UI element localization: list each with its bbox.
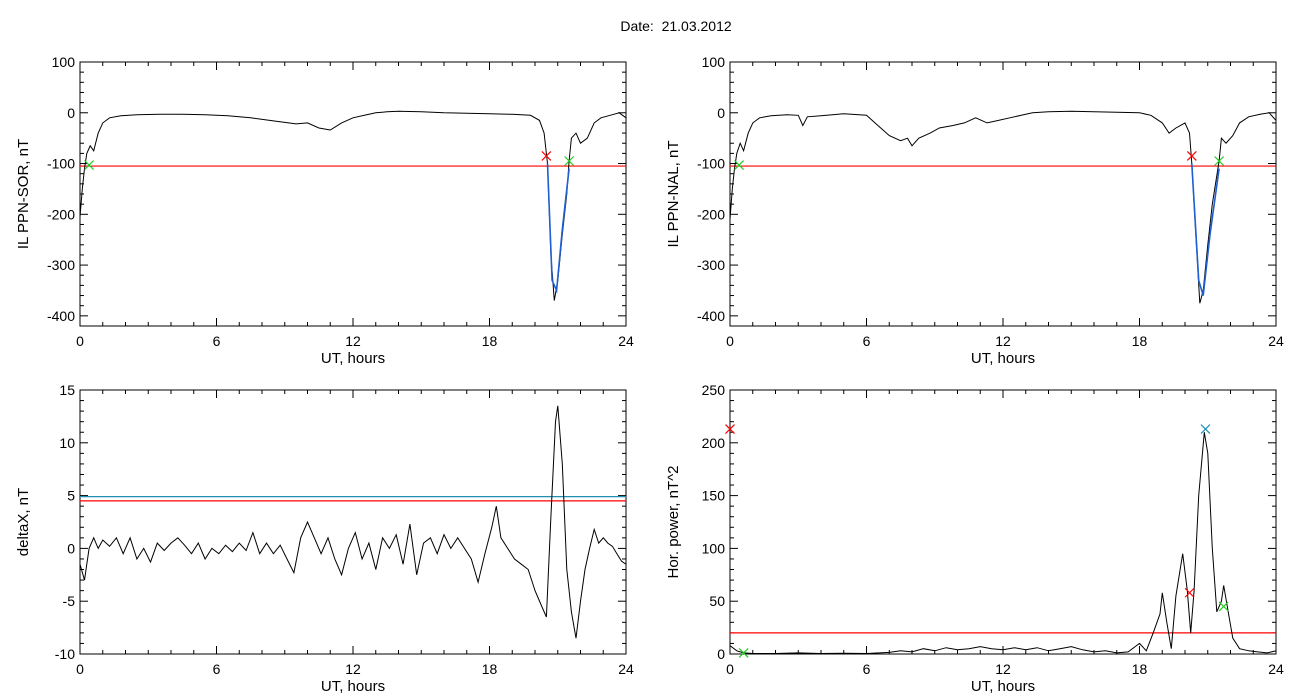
y-tick-label: -5 — [63, 593, 76, 609]
y-axis-label: IL PPN-NAL, nT — [665, 141, 682, 248]
marker-stroke — [725, 424, 735, 434]
y-axis-label: Hor. power, nT^2 — [665, 466, 682, 579]
marker-stroke — [1200, 424, 1211, 434]
marker — [564, 156, 575, 166]
y-tick-label: 100 — [52, 54, 76, 70]
x-tick-label: 24 — [618, 333, 634, 349]
y-tick-label: 200 — [702, 435, 726, 451]
x-tick-label: 6 — [863, 333, 871, 349]
x-tick-label: 12 — [995, 661, 1011, 677]
page-title: Date: 21.03.2012 — [620, 18, 732, 34]
chart-p1: 0 6 12 18 24 -400 -300 -200 -100 0 100 UT, hours IL … — [15, 54, 634, 367]
marker — [725, 424, 735, 434]
series-line — [730, 110, 1276, 304]
marker-stroke — [738, 648, 749, 658]
x-tick-label: 12 — [345, 333, 361, 349]
y-tick-label: 0 — [717, 646, 725, 662]
x-tick-label: 18 — [1132, 333, 1148, 349]
marker — [1186, 150, 1197, 161]
x-tick-label: 6 — [213, 661, 221, 677]
x-tick-label: 0 — [726, 661, 734, 677]
marker-stroke — [541, 150, 552, 161]
series-line — [730, 432, 1276, 654]
y-tick-label: 150 — [702, 488, 726, 504]
marker — [1200, 424, 1211, 434]
y-tick-label: -100 — [47, 156, 75, 172]
x-tick-label: 6 — [213, 333, 221, 349]
y-tick-label: -300 — [47, 257, 75, 273]
marker — [1218, 601, 1229, 612]
x-tick-label: 24 — [1268, 333, 1284, 349]
y-tick-label: -200 — [47, 206, 75, 222]
marker-stroke — [734, 160, 745, 170]
y-tick-label: 0 — [67, 540, 75, 556]
y-tick-label: 5 — [67, 488, 75, 504]
fit-line — [1191, 163, 1220, 296]
y-tick-label: 15 — [59, 382, 75, 398]
x-tick-label: 24 — [1268, 661, 1284, 677]
y-axis-label: deltaX, nT — [15, 488, 32, 556]
marker-stroke — [1214, 156, 1225, 166]
marker-stroke — [564, 156, 575, 166]
marker — [1184, 587, 1195, 598]
plot-frame — [79, 61, 627, 327]
y-tick-label: -100 — [697, 156, 725, 172]
marker — [541, 150, 552, 161]
x-tick-label: 0 — [76, 661, 84, 677]
marker-stroke — [84, 160, 95, 170]
x-tick-label: 24 — [618, 661, 634, 677]
x-axis-label: UT, hours — [321, 350, 385, 367]
x-tick-label: 6 — [863, 661, 871, 677]
x-axis-label: UT, hours — [971, 350, 1035, 367]
y-tick-label: 0 — [717, 105, 725, 121]
x-tick-label: 0 — [76, 333, 84, 349]
marker — [738, 648, 749, 658]
series-line — [80, 405, 626, 639]
marker-stroke — [1218, 601, 1229, 612]
y-tick-label: 250 — [702, 382, 726, 398]
x-axis-label: UT, hours — [321, 678, 385, 695]
x-axis-label: UT, hours — [971, 678, 1035, 695]
y-tick-label: -400 — [47, 308, 75, 324]
marker — [734, 160, 745, 170]
y-tick-label: 100 — [702, 540, 726, 556]
chart-p3: 0 6 12 18 24 -10 -5 0 5 10 15 UT, hours deltaX, nT — [15, 382, 634, 695]
y-tick-label: -200 — [697, 206, 725, 222]
marker — [84, 160, 95, 170]
y-tick-label: -10 — [55, 646, 75, 662]
marker-stroke — [1186, 150, 1197, 161]
marker — [1214, 156, 1225, 166]
y-tick-label: 100 — [702, 54, 726, 70]
series-line — [80, 110, 626, 301]
y-tick-label: 50 — [709, 593, 725, 609]
y-tick-label: -300 — [697, 257, 725, 273]
x-tick-label: 0 — [726, 333, 734, 349]
y-tick-label: 10 — [59, 435, 75, 451]
x-tick-label: 12 — [345, 661, 361, 677]
marker-stroke — [1184, 587, 1195, 598]
x-tick-label: 18 — [482, 661, 498, 677]
y-tick-label: -400 — [697, 308, 725, 324]
x-tick-label: 18 — [1132, 661, 1148, 677]
x-tick-label: 12 — [995, 333, 1011, 349]
chart-p4: 0 6 12 18 24 0 50 100 150 200 250 UT, hours Hor. pow… — [665, 382, 1284, 695]
chart-p2: 0 6 12 18 24 -400 -300 -200 -100 0 100 UT, hours IL … — [665, 54, 1284, 367]
y-tick-label: 0 — [67, 105, 75, 121]
x-tick-label: 18 — [482, 333, 498, 349]
plot-frame — [79, 389, 627, 655]
fit-line — [546, 163, 570, 294]
y-axis-label: IL PPN-SOR, nT — [15, 139, 32, 249]
plot-frame — [729, 389, 1277, 655]
